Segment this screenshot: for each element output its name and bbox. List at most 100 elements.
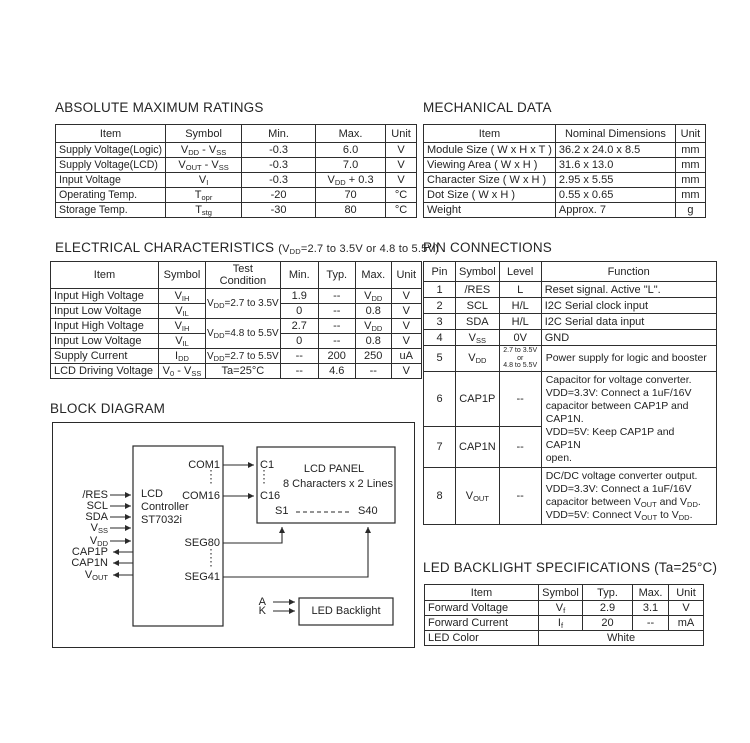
table-cell: VDD <box>354 288 392 304</box>
table-cell: Dot Size ( W x H ) <box>423 187 556 203</box>
column-header: Test Condition <box>205 261 281 289</box>
table-row: Dot Size ( W x H ) 0.55 x 0.65 mm <box>423 187 706 203</box>
table-cell: -- <box>279 363 319 379</box>
electrical-characteristics-table: Item Symbol Test Condition Min. Typ. Max. Unit I… <box>50 261 422 379</box>
signal-label-cap1p: CAP1P <box>71 546 108 558</box>
table-cell: 7.0 <box>315 157 387 173</box>
table-row: Operating Temp. Topr -20 70 °C <box>54 187 418 203</box>
table-cell: LCD Driving Voltage <box>50 363 159 379</box>
mechanical-data-table: Item Nominal Dimensions Unit Module Size ( … <box>423 124 706 218</box>
table-cell: SCL <box>455 297 500 314</box>
table-row: Viewing Area ( W x H ) 31.6 x 13.0 mm <box>423 157 706 173</box>
table-cell: mm <box>674 187 706 203</box>
table-cell: 6 <box>423 370 456 428</box>
controller-label-st7032i: ST7032i <box>141 514 182 526</box>
column-header: Item <box>54 124 167 143</box>
table-cell: 250 <box>354 348 392 364</box>
table-cell: -- <box>317 333 356 349</box>
table-cell: -0.3 <box>241 172 317 188</box>
table-cell: -20 <box>241 187 317 203</box>
table-row: Supply Voltage(Logic) VDD - VSS -0.3 6.0 V <box>54 142 418 158</box>
table-cell: 5 <box>423 345 456 372</box>
table-cell: VIL <box>158 303 206 319</box>
table-cell: SDA <box>455 313 500 330</box>
table-cell: I2C Serial clock input <box>540 297 717 314</box>
table-cell: mm <box>674 157 706 173</box>
lcd-panel-title: LCD PANEL <box>303 463 365 475</box>
table-cell: VI <box>165 172 243 188</box>
absolute-maximum-ratings-table: Item Symbol Min. Max. Unit Supply Voltage(Log… <box>54 124 418 218</box>
table-cell: 7 <box>423 426 456 468</box>
column-header: Min. <box>241 124 317 143</box>
table-cell: VSS <box>455 329 500 346</box>
table-cell: 1.9 <box>279 288 319 304</box>
column-header: Symbol <box>165 124 243 143</box>
table-row: 8 VOUT -- DC/DC voltage converter output. VD… <box>423 466 717 525</box>
table-cell: V <box>385 172 418 188</box>
column-header: Item <box>50 261 159 289</box>
table-cell: Power supply for logic and booster <box>540 345 717 372</box>
table-cell: VOUT <box>455 466 500 525</box>
table-cell: V <box>390 288 422 304</box>
table-row: 7 CAP1N -- <box>423 426 717 468</box>
table-cell: 70 <box>315 187 387 203</box>
table-row: Forward Voltage Vf 2.9 3.1 V <box>424 600 704 616</box>
column-header: Level <box>498 261 542 282</box>
led-backlight-label: LED Backlight <box>311 605 381 617</box>
column-header: Typ. <box>317 261 356 289</box>
label-s40: S40 <box>358 505 378 517</box>
table-cell: LED Color <box>424 630 539 646</box>
table-cell: 36.2 x 24.0 x 8.5 <box>554 142 676 158</box>
signal-label-res: /RES <box>82 489 108 501</box>
table-cell: -- <box>498 466 542 525</box>
table-cell: Module Size ( W x H x T ) <box>423 142 556 158</box>
table-row: Forward Current If 20 -- mA <box>424 615 704 631</box>
table-cell: V0 - VSS <box>158 363 206 379</box>
table-row: LED Color White <box>424 630 704 646</box>
lcd-panel-subtitle: 8 Characters x 2 Lines <box>282 478 394 490</box>
table-cell: V <box>390 363 422 379</box>
table-cell: g <box>674 202 706 218</box>
table-row: Storage Temp. Tstg -30 80 °C <box>54 202 418 218</box>
table-cell: V <box>385 157 418 173</box>
column-header: Unit <box>668 584 704 601</box>
table-cell: Approx. 7 <box>554 202 676 218</box>
table-cell: mm <box>674 142 706 158</box>
table-cell: 4 <box>423 329 456 346</box>
lcd-controller-box <box>132 445 224 627</box>
table-cell: VIL <box>158 333 206 349</box>
table-row: 3 SDA H/L I2C Serial data input <box>423 313 717 330</box>
table-cell: 2.9 <box>582 600 633 616</box>
table-row: Supply Current IDD VDD=2.7 to 5.5V -- 200 250… <box>50 348 422 364</box>
signal-label-vss: VSS <box>90 522 108 535</box>
table-cell: Ta=25°C <box>205 363 281 379</box>
line-seg41-s40 <box>223 527 371 578</box>
table-cell: -- <box>317 303 356 319</box>
column-header: Item <box>423 124 556 143</box>
table-row: Supply Voltage(LCD) VOUT - VSS -0.3 7.0 V <box>54 157 418 173</box>
table-row: 5 VDD 2.7 to 3.5V or 4.8 to 5.5V Power supply… <box>423 345 717 372</box>
table-cell: Input Voltage <box>54 172 167 188</box>
table-cell: uA <box>390 348 422 364</box>
table-cell: 2 <box>423 297 456 314</box>
table-cell: DC/DC voltage converter output. VDD=3.3V:… <box>540 466 717 525</box>
controller-label-lcd: LCD <box>141 488 164 500</box>
led-backlight-table: Item Symbol Typ. Max. Unit Forward Voltage Vf 2… <box>424 584 704 646</box>
table-cell: VDD=4.8 to 5.5V <box>205 318 281 349</box>
table-row: Module Size ( W x H x T ) 36.2 x 24.0 x 8… <box>423 142 706 158</box>
table-cell: Input High Voltage <box>50 288 159 304</box>
label-c1: C1 <box>260 459 275 471</box>
table-cell: VIH <box>158 288 206 304</box>
table-cell: Character Size ( W x H ) <box>423 172 556 188</box>
column-header: Nominal Dimensions <box>554 124 676 143</box>
table-row: 2 SCL H/L I2C Serial clock input <box>423 297 717 314</box>
table-cell: Forward Current <box>424 615 539 631</box>
table-cell: /RES <box>455 281 500 298</box>
column-header: Symbol <box>538 584 583 601</box>
block-diagram-title: BLOCK DIAGRAM <box>50 401 166 416</box>
table-row: Input High Voltage VIH VDD=4.8 to 5.5V 2.7-… <box>50 318 422 349</box>
table-cell: CAP1N <box>455 426 500 468</box>
label-c16: C16 <box>260 490 281 502</box>
table-row: LCD Driving Voltage V0 - VSS Ta=25°C -- 4.6-… <box>50 363 422 379</box>
